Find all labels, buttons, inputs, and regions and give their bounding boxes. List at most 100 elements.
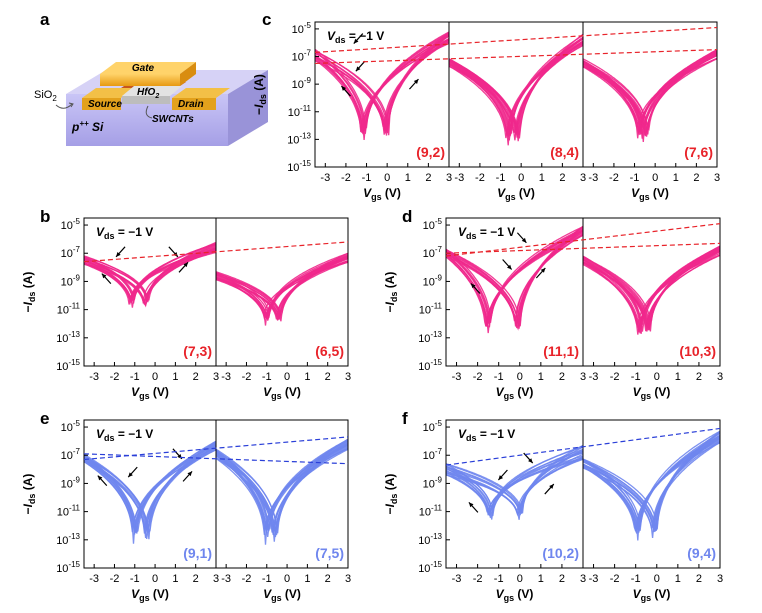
vds-label: Vds = −1 V xyxy=(96,427,153,443)
trace xyxy=(583,432,720,531)
curves xyxy=(446,444,583,520)
x-tick-label: -1 xyxy=(262,371,272,383)
sweep-arrow xyxy=(340,85,351,97)
subplot-b-1: -3 -2 -1 0 1 2 3 Vgs (V) (7,3) 10-5 10-7 10-9 10-11 1… xyxy=(21,217,219,401)
x-tick-label: 2 xyxy=(559,573,565,585)
x-tick-label: 0 xyxy=(652,172,658,184)
arrow-head xyxy=(521,237,527,243)
x-tick-label: -1 xyxy=(494,371,504,383)
on-current-trend-line xyxy=(83,241,349,263)
curves xyxy=(84,241,216,308)
arrow-head xyxy=(413,79,419,84)
x-axis-label: Vgs (V) xyxy=(363,186,401,202)
trace xyxy=(583,246,720,323)
sweep-arrow xyxy=(101,273,112,285)
x-tick-label: -1 xyxy=(362,172,372,184)
trace xyxy=(216,252,348,317)
sio2-pointer-head xyxy=(68,102,74,108)
trace xyxy=(583,431,720,530)
curves xyxy=(216,438,348,545)
sweep-arrow xyxy=(115,246,126,258)
sweep-arrow xyxy=(502,259,513,270)
source-front xyxy=(82,98,121,110)
substrate-side xyxy=(228,70,268,146)
trace xyxy=(583,49,717,139)
y-axis-label: −Ids (A) xyxy=(21,474,37,515)
trace xyxy=(446,449,583,515)
curves xyxy=(583,245,720,335)
y-tick-label: 10-7 xyxy=(61,245,81,260)
sweep-arrow xyxy=(182,470,193,482)
curves xyxy=(84,440,216,544)
y-tick-label: 10-7 xyxy=(292,49,312,64)
swcnt-label: SWCNTs xyxy=(152,114,194,125)
x-tick-label: 2 xyxy=(559,172,565,184)
x-tick-label: 3 xyxy=(213,573,219,585)
x-tick-label: -1 xyxy=(496,172,506,184)
chirality-label: (7,3) xyxy=(183,343,212,359)
x-tick-label: -1 xyxy=(262,573,272,585)
drain-label: Drain xyxy=(178,99,204,110)
x-tick-label: 3 xyxy=(213,371,219,383)
curves xyxy=(583,430,720,541)
x-tick-label: 0 xyxy=(517,371,523,383)
vds-label: Vds = −1 V xyxy=(458,427,515,443)
plot-frame xyxy=(582,419,721,569)
plot-frame xyxy=(215,419,349,569)
x-tick-label: 3 xyxy=(580,172,586,184)
chirality-label: (9,4) xyxy=(687,545,716,561)
sweep-arrow xyxy=(523,452,534,464)
chirality-label: (7,5) xyxy=(315,545,344,561)
arrow-head xyxy=(101,273,107,279)
x-tick-label: 1 xyxy=(539,172,545,184)
y-axis-label: −Ids (A) xyxy=(383,272,399,313)
subplot-c-3: -3 -2 -1 0 1 2 3 Vgs (V) (7,6) xyxy=(582,21,720,202)
x-axis-label: Vgs (V) xyxy=(131,385,169,401)
y-tick-label: 10-5 xyxy=(423,217,443,232)
x-tick-label: 0 xyxy=(384,172,390,184)
arrow-head xyxy=(468,502,474,508)
device-schematic: a Gate HfO2 Source Drain SiO2 SWCNTs p++… xyxy=(34,10,268,146)
panel-label-a: a xyxy=(40,10,50,29)
x-tick-label: -2 xyxy=(242,573,252,585)
arrow-head xyxy=(549,484,554,489)
x-tick-label: 2 xyxy=(693,172,699,184)
x-tick-label: 3 xyxy=(345,573,351,585)
trace xyxy=(84,440,216,533)
on-current-trend-line xyxy=(445,223,721,257)
x-tick-label: 3 xyxy=(345,371,351,383)
trace xyxy=(446,452,583,518)
y-tick-label: 10-15 xyxy=(418,358,442,373)
panel-label-b: b xyxy=(40,207,50,226)
plot-frame xyxy=(582,217,721,367)
sweep-arrow xyxy=(97,475,108,487)
sweep-arrow xyxy=(178,261,189,273)
source-top xyxy=(82,88,135,98)
arrow-head xyxy=(341,86,347,91)
arrow-head xyxy=(116,252,121,257)
chirality-label: (8,4) xyxy=(550,144,579,160)
arrow-head xyxy=(183,262,189,268)
x-tick-label: -1 xyxy=(494,573,504,585)
arrow-head xyxy=(506,264,512,270)
panel-label-c: c xyxy=(262,10,271,29)
subplot-e-1: -3 -2 -1 0 1 2 3 Vgs (V) (9,1) 10-5 10-7 10-9 10-11 1… xyxy=(21,419,219,603)
x-tick-label: -3 xyxy=(588,172,598,184)
panel-label-f: f xyxy=(402,409,408,428)
subplot-d-2: -3 -2 -1 0 1 2 3 Vgs (V) (10,3) xyxy=(582,217,723,401)
gate-front xyxy=(100,74,180,86)
trace xyxy=(84,441,216,533)
x-axis-label: Vgs (V) xyxy=(497,186,535,202)
trace xyxy=(583,430,720,528)
x-tick-label: -1 xyxy=(630,172,640,184)
x-tick-label: 1 xyxy=(405,172,411,184)
vds-label: Vds = −1 V xyxy=(327,29,384,45)
hfo2-label: HfO2 xyxy=(137,87,159,100)
y-axis-label: −Ids (A) xyxy=(383,474,399,515)
trace xyxy=(446,446,583,514)
y-tick-label: 10-11 xyxy=(419,504,443,519)
